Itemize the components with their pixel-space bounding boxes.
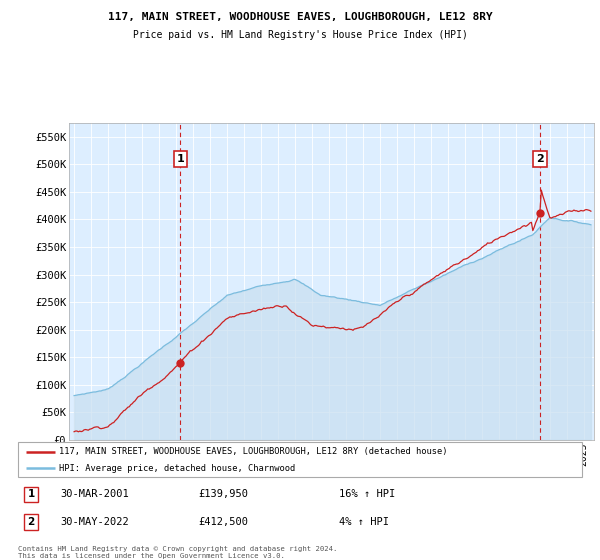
Text: £139,950: £139,950	[199, 489, 248, 500]
Text: Price paid vs. HM Land Registry's House Price Index (HPI): Price paid vs. HM Land Registry's House …	[133, 30, 467, 40]
Text: 117, MAIN STREET, WOODHOUSE EAVES, LOUGHBOROUGH, LE12 8RY: 117, MAIN STREET, WOODHOUSE EAVES, LOUGH…	[107, 12, 493, 22]
Text: £412,500: £412,500	[199, 517, 248, 527]
Text: 1: 1	[176, 154, 184, 164]
Text: HPI: Average price, detached house, Charnwood: HPI: Average price, detached house, Char…	[59, 464, 295, 473]
Text: 16% ↑ HPI: 16% ↑ HPI	[340, 489, 396, 500]
Text: 1: 1	[28, 489, 35, 500]
Text: 30-MAY-2022: 30-MAY-2022	[60, 517, 129, 527]
Text: 2: 2	[536, 154, 544, 164]
Text: 2: 2	[28, 517, 35, 527]
Text: 4% ↑ HPI: 4% ↑ HPI	[340, 517, 389, 527]
Text: 117, MAIN STREET, WOODHOUSE EAVES, LOUGHBOROUGH, LE12 8RY (detached house): 117, MAIN STREET, WOODHOUSE EAVES, LOUGH…	[59, 447, 447, 456]
Text: Contains HM Land Registry data © Crown copyright and database right 2024.
This d: Contains HM Land Registry data © Crown c…	[18, 546, 337, 559]
Text: 30-MAR-2001: 30-MAR-2001	[60, 489, 129, 500]
